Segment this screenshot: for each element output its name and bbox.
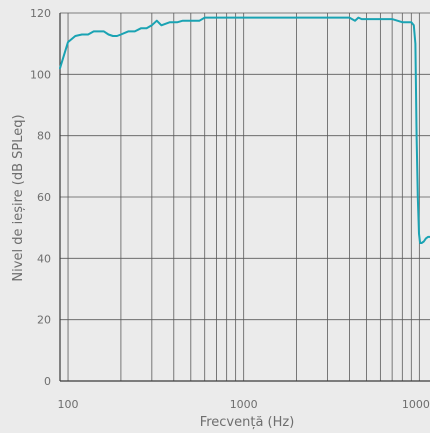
- chart-axes: [59, 13, 430, 382]
- series-line: [59, 16, 430, 244]
- tick-labels: 0 20 40 60 80 100 120 100 1000 10000: [30, 7, 430, 411]
- y-tick-label: 60: [37, 191, 51, 204]
- x-tick-label: 10000: [402, 398, 430, 411]
- chart-grid: [59, 12, 430, 382]
- y-tick-label: 80: [37, 130, 51, 143]
- y-tick-label: 40: [37, 252, 51, 265]
- series-group: [59, 16, 430, 244]
- y-tick-label: 20: [37, 314, 51, 327]
- x-tick-label: 100: [58, 398, 79, 411]
- y-tick-label: 0: [44, 375, 51, 388]
- y-tick-label: 120: [30, 7, 51, 20]
- y-axis-label: Nivel de ieșire (dB SPLeq): [11, 114, 26, 281]
- x-tick-label: 1000: [230, 398, 258, 411]
- x-axis-label: Frecvență (Hz): [200, 415, 295, 430]
- y-tick-label: 100: [30, 68, 51, 81]
